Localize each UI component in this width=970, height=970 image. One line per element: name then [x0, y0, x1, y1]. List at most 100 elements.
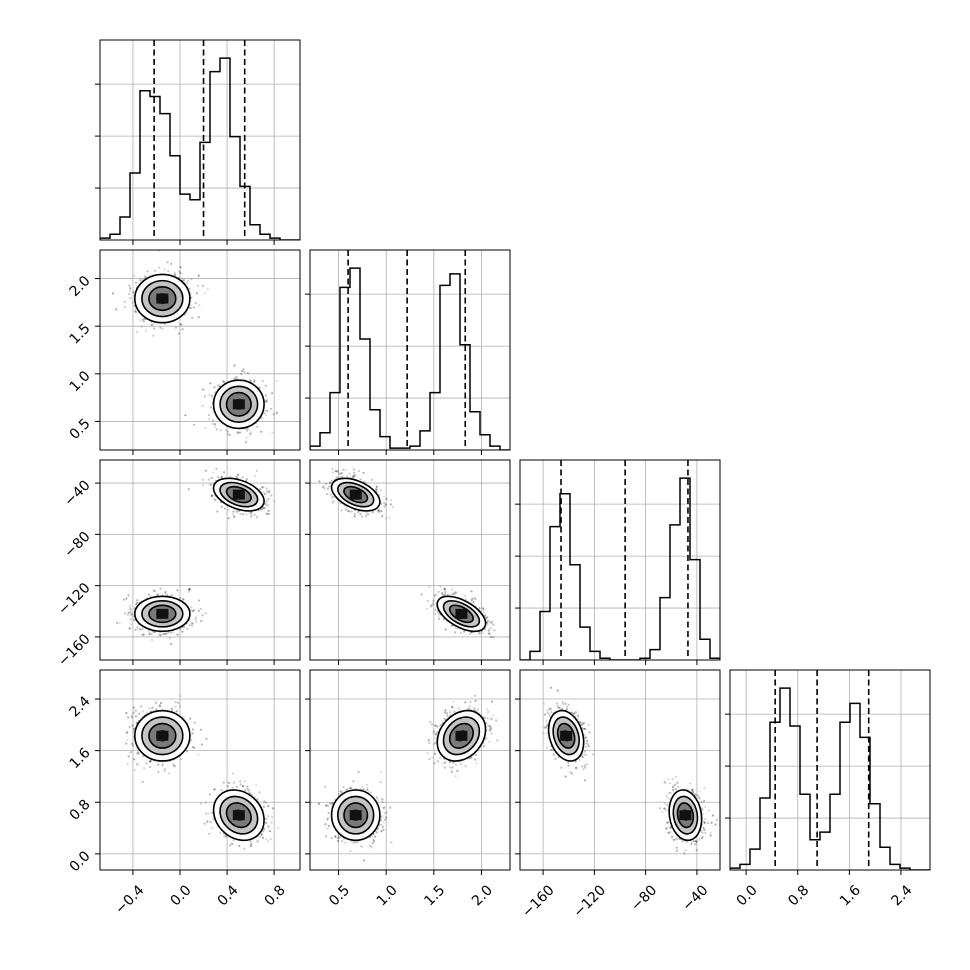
scatter-point: [150, 632, 153, 635]
scatter-point: [149, 760, 152, 763]
scatter-point: [318, 480, 321, 483]
scatter-point: [491, 622, 494, 625]
scatter-point: [194, 616, 197, 619]
scatter-point: [189, 717, 192, 720]
scatter-point: [164, 768, 167, 771]
scatter-point: [352, 475, 355, 478]
scatter-point: [271, 392, 274, 395]
scatter-point: [462, 631, 466, 634]
scatter-point: [135, 601, 138, 605]
scatter-point: [205, 737, 208, 740]
panel-frame: [99, 39, 301, 241]
scatter-point: [164, 590, 167, 593]
scatter-point: [131, 614, 134, 617]
scatter-point: [229, 475, 232, 478]
scatter-point: [173, 273, 176, 276]
scatter-point: [226, 433, 229, 436]
scatter-point: [226, 430, 229, 433]
scatter-point: [439, 585, 442, 588]
scatter-point: [201, 388, 204, 391]
scatter-point: [486, 616, 489, 619]
scatter-point: [323, 488, 326, 491]
scatter-point: [179, 266, 182, 269]
scatter-point: [262, 506, 265, 509]
scatter-point: [163, 633, 166, 636]
scatter-point: [493, 629, 496, 632]
scatter-point: [152, 323, 155, 326]
scatter-point: [425, 607, 429, 611]
scatter-point: [190, 278, 193, 281]
scatter-point: [135, 330, 139, 334]
scatter-point: [130, 714, 133, 717]
scatter-point: [265, 400, 268, 403]
scatter-point: [266, 490, 269, 493]
scatter-point: [488, 633, 491, 636]
scatter-point: [173, 271, 176, 274]
scatter-point: [118, 621, 121, 625]
scatter-point: [159, 326, 162, 329]
scatter-point: [385, 497, 388, 501]
scatter-point: [178, 705, 181, 708]
scatter-point: [364, 514, 367, 517]
scatter-point: [144, 329, 148, 332]
scatter-point: [211, 419, 214, 422]
scatter-point: [158, 266, 161, 269]
y-tick-label: 2.0: [67, 273, 94, 300]
scatter-point: [134, 715, 137, 718]
scatter-point: [436, 610, 439, 613]
scatter-point: [161, 708, 164, 711]
contour-line-2: [448, 604, 474, 624]
scatter-point: [188, 588, 192, 591]
scatter-point: [227, 517, 230, 520]
histogram-step-line: [100, 57, 300, 240]
scatter-point: [248, 792, 251, 795]
scatter-point: [275, 380, 278, 383]
scatter-point: [233, 515, 236, 518]
scatter-point: [328, 481, 331, 484]
scatter-point: [322, 485, 325, 488]
scatter-point: [265, 399, 268, 402]
scatter-point: [199, 802, 203, 805]
scatter-point: [195, 620, 198, 623]
scatter-point: [191, 624, 194, 627]
contour-line-0: [436, 595, 487, 633]
scatter-point: [149, 594, 152, 598]
scatter-point: [325, 482, 328, 485]
scatter-point: [154, 701, 158, 704]
scatter-point: [451, 624, 454, 627]
scatter-point: [189, 303, 192, 306]
scatter-point: [246, 371, 249, 374]
scatter-point: [455, 591, 458, 594]
scatter-point: [132, 706, 135, 709]
scatter-point: [150, 323, 153, 327]
density-peak: [156, 608, 169, 619]
scatter-point: [204, 427, 207, 430]
scatter-point: [201, 614, 204, 617]
scatter-point: [145, 711, 149, 714]
scatter-point: [164, 592, 167, 595]
scatter-point: [138, 712, 141, 715]
scatter-point: [347, 510, 350, 513]
scatter-point: [159, 587, 162, 590]
contour-line-1: [219, 481, 259, 508]
scatter-point: [158, 704, 161, 707]
scatter-point: [489, 620, 492, 623]
scatter-point: [179, 694, 182, 697]
scatter-point: [270, 815, 274, 819]
scatter-point: [128, 284, 131, 287]
scatter-point: [265, 398, 268, 401]
scatter-point: [265, 512, 268, 515]
scatter-point: [133, 769, 136, 772]
scatter-point: [124, 612, 127, 615]
scatter-point: [489, 621, 492, 624]
scatter-point: [331, 501, 334, 504]
scatter-point: [377, 510, 380, 513]
scatter-point: [190, 307, 193, 310]
scatter-point: [215, 428, 218, 431]
scatter-point: [359, 478, 362, 481]
scatter-point: [236, 432, 239, 435]
scatter-point: [489, 627, 492, 630]
scatter-point: [250, 512, 253, 516]
scatter-point: [152, 334, 155, 337]
scatter-point: [354, 474, 357, 477]
